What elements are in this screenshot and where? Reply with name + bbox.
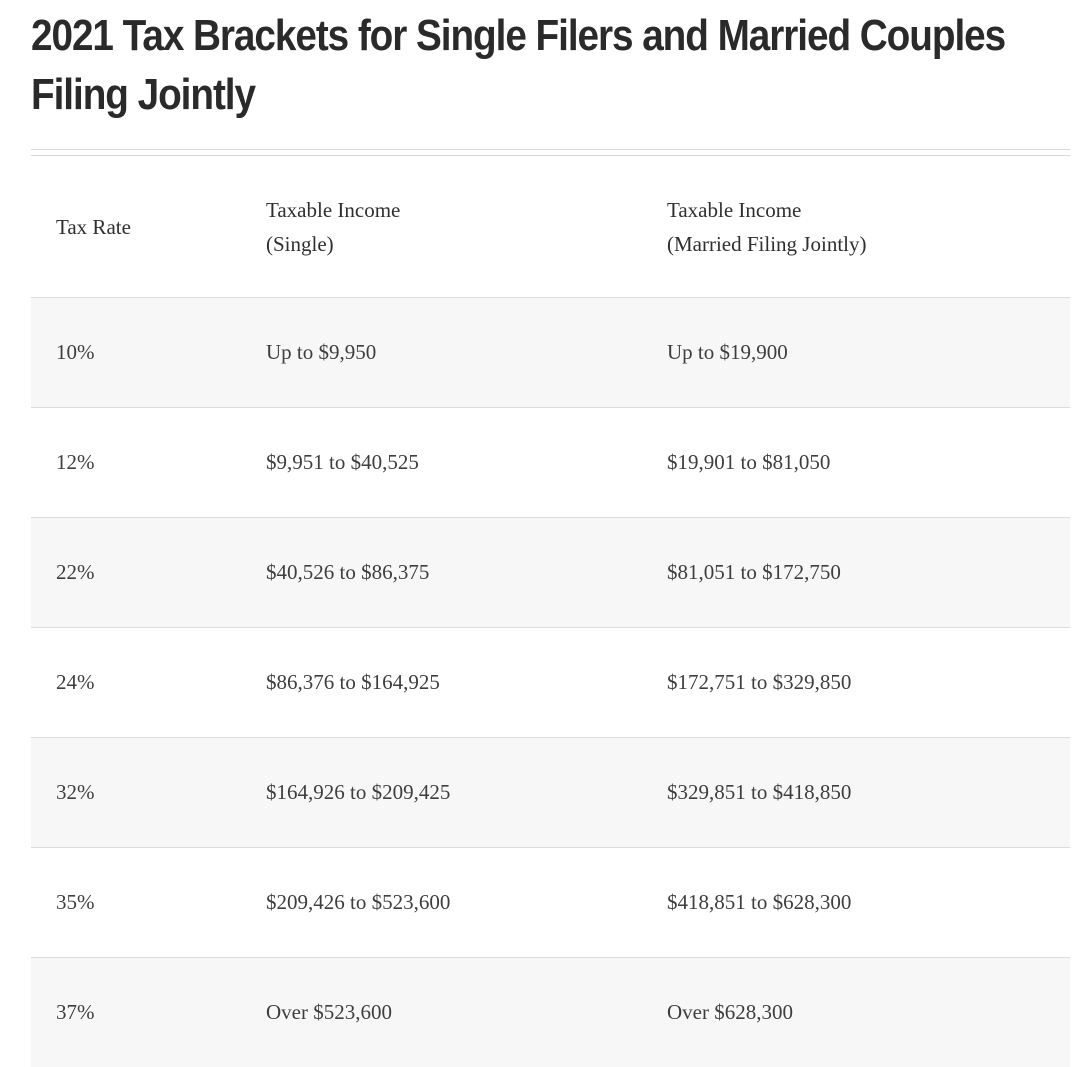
page-title: 2021 Tax Brackets for Single Filers and … bbox=[31, 6, 1080, 124]
header-married: Taxable Income (Married Filing Jointly) bbox=[667, 156, 1070, 298]
cell-single: Up to $9,950 bbox=[266, 298, 667, 408]
tax-brackets-table: Tax Rate Taxable Income (Single) Taxable… bbox=[31, 156, 1070, 1067]
cell-married: $329,851 to $418,850 bbox=[667, 738, 1070, 848]
header-married-line1: Taxable Income bbox=[667, 193, 1070, 227]
cell-married: $418,851 to $628,300 bbox=[667, 848, 1070, 958]
cell-married: Up to $19,900 bbox=[667, 298, 1070, 408]
cell-rate: 37% bbox=[31, 958, 266, 1067]
table-row: 35% $209,426 to $523,600 $418,851 to $62… bbox=[31, 848, 1070, 958]
cell-rate: 24% bbox=[31, 628, 266, 738]
header-single-line2: (Single) bbox=[266, 227, 667, 261]
table-row: 32% $164,926 to $209,425 $329,851 to $41… bbox=[31, 738, 1070, 848]
cell-rate: 35% bbox=[31, 848, 266, 958]
header-married-line2: (Married Filing Jointly) bbox=[667, 227, 1070, 261]
cell-single: $209,426 to $523,600 bbox=[266, 848, 667, 958]
table-row: 24% $86,376 to $164,925 $172,751 to $329… bbox=[31, 628, 1070, 738]
table-row: 10% Up to $9,950 Up to $19,900 bbox=[31, 298, 1070, 408]
header-single: Taxable Income (Single) bbox=[266, 156, 667, 298]
cell-single: $40,526 to $86,375 bbox=[266, 518, 667, 628]
cell-rate: 10% bbox=[31, 298, 266, 408]
cell-single: $164,926 to $209,425 bbox=[266, 738, 667, 848]
cell-single: $9,951 to $40,525 bbox=[266, 408, 667, 518]
divider-top bbox=[31, 149, 1070, 150]
table-row: 12% $9,951 to $40,525 $19,901 to $81,050 bbox=[31, 408, 1070, 518]
cell-single: $86,376 to $164,925 bbox=[266, 628, 667, 738]
cell-married: $19,901 to $81,050 bbox=[667, 408, 1070, 518]
cell-married: $172,751 to $329,850 bbox=[667, 628, 1070, 738]
header-tax-rate: Tax Rate bbox=[31, 156, 266, 298]
header-tax-rate-label: Tax Rate bbox=[56, 215, 131, 239]
table-header-row: Tax Rate Taxable Income (Single) Taxable… bbox=[31, 156, 1070, 298]
header-single-line1: Taxable Income bbox=[266, 193, 667, 227]
cell-rate: 12% bbox=[31, 408, 266, 518]
cell-rate: 32% bbox=[31, 738, 266, 848]
cell-married: $81,051 to $172,750 bbox=[667, 518, 1070, 628]
table-row: 37% Over $523,600 Over $628,300 bbox=[31, 958, 1070, 1067]
cell-single: Over $523,600 bbox=[266, 958, 667, 1067]
table-row: 22% $40,526 to $86,375 $81,051 to $172,7… bbox=[31, 518, 1070, 628]
cell-married: Over $628,300 bbox=[667, 958, 1070, 1067]
cell-rate: 22% bbox=[31, 518, 266, 628]
